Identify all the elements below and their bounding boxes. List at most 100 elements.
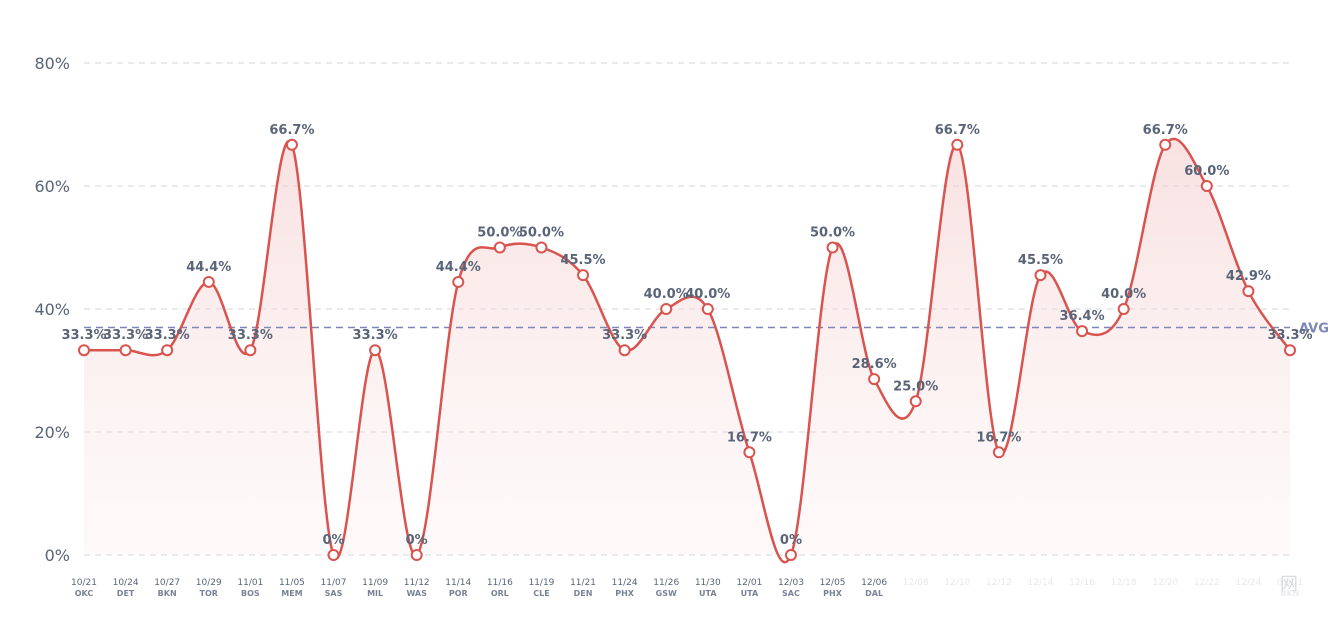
data-point [826, 241, 839, 254]
x-tick-opponent: DET [117, 589, 135, 598]
data-point [369, 344, 382, 357]
data-point [909, 395, 922, 408]
data-label: 0% [322, 533, 344, 548]
x-tick-opponent: SAC [782, 589, 800, 598]
data-point [951, 138, 964, 151]
data-label: 33.3% [353, 328, 398, 343]
x-tick-opponent: MIL [367, 589, 383, 598]
data-point [660, 303, 673, 315]
x-tick-date: 11/24 [612, 578, 638, 588]
x-tick-opponent: DAL [865, 589, 883, 598]
y-tick-label: 60% [34, 177, 70, 196]
x-tick-opponent: CLE [533, 589, 549, 598]
x-tick-opponent: BKN [158, 589, 177, 598]
data-point [1159, 138, 1172, 151]
data-point [119, 344, 132, 357]
x-tick-date: 11/16 [487, 578, 513, 588]
data-point [868, 373, 881, 386]
x-tick-opponent: TOR [200, 589, 218, 598]
data-label: 66.7% [269, 123, 314, 138]
x-tick-opponent: DEN [574, 589, 593, 598]
label-layer: 33.3%33.3%33.3%44.4%33.3%66.7%0%33.3%0%4… [61, 123, 1312, 548]
data-point [410, 549, 423, 561]
data-label: 40.0% [685, 287, 730, 302]
x-tick-opponent: SAS [325, 589, 343, 598]
data-label: 40.0% [644, 287, 689, 302]
x-tick-opponent: ORL [491, 589, 509, 598]
x-tick-date: 12/05 [820, 578, 846, 588]
data-point [452, 275, 465, 288]
data-label: 42.9% [1226, 269, 1271, 284]
data-label: 50.0% [519, 226, 564, 241]
data-label: 36.4% [1060, 309, 1105, 324]
average-label: AVG [1299, 321, 1328, 336]
watermark-layer: 网 [895, 563, 1315, 603]
data-label: 33.3% [602, 328, 647, 343]
data-label: 45.5% [560, 253, 605, 268]
x-tick-date: 10/24 [113, 578, 139, 588]
x-tick-date: 11/07 [321, 578, 347, 588]
data-label: 45.5% [1018, 253, 1063, 268]
x-tick-opponent: POR [449, 589, 468, 598]
data-label: 50.0% [810, 226, 855, 241]
x-tick-date: 11/09 [362, 578, 388, 588]
data-label: 16.7% [976, 430, 1021, 445]
average-layer: AVG [84, 321, 1328, 336]
y-tick-label: 20% [34, 423, 70, 442]
data-label: 66.7% [935, 123, 980, 138]
data-label: 33.3% [228, 328, 273, 343]
x-tick-date: 12/03 [778, 578, 804, 588]
x-tick-date: 10/21 [71, 578, 97, 588]
x-tick-opponent: GSW [656, 589, 677, 598]
data-label: 33.3% [1267, 328, 1312, 343]
data-point [618, 344, 631, 357]
x-tick-date: 10/27 [154, 578, 180, 588]
data-point [1200, 180, 1213, 192]
x-tick-date: 11/21 [570, 578, 596, 588]
data-label: 40.0% [1101, 287, 1146, 302]
data-label: 44.4% [186, 260, 231, 275]
x-tick-date: 11/19 [528, 578, 554, 588]
x-tick-opponent: OKC [75, 589, 94, 598]
data-point [493, 241, 506, 254]
data-point [1034, 269, 1047, 282]
area-fill [84, 138, 1290, 563]
x-tick-opponent: PHX [615, 589, 635, 598]
area-layer [84, 138, 1290, 563]
y-tick-label: 40% [34, 300, 70, 319]
data-point [743, 446, 756, 459]
x-tick-opponent: PHX [823, 589, 843, 598]
x-tick-opponent: UTA [741, 589, 759, 598]
x-tick-opponent: UTA [699, 589, 717, 598]
x-tick-date: 10/29 [196, 578, 222, 588]
data-point [701, 303, 714, 315]
data-point [1242, 285, 1255, 298]
data-point [202, 275, 215, 288]
x-tick-opponent: WAS [406, 589, 427, 598]
data-point [285, 138, 298, 151]
data-point [784, 549, 797, 561]
data-label: 16.7% [727, 430, 772, 445]
x-tick-opponent: BOS [241, 589, 260, 598]
data-point [244, 344, 257, 357]
y-tick-label: 0% [45, 546, 70, 565]
data-label: 0% [780, 533, 802, 548]
data-label: 50.0% [477, 226, 522, 241]
x-tick-date: 11/30 [695, 578, 721, 588]
data-point [327, 549, 340, 561]
data-label: 33.3% [103, 328, 148, 343]
x-tick-date: 11/01 [237, 578, 263, 588]
data-point [78, 344, 90, 357]
watermark-text: 网 [1280, 574, 1298, 595]
x-tick-date: 11/26 [653, 578, 679, 588]
data-point [577, 269, 590, 282]
data-point [1076, 325, 1089, 338]
data-label: 44.4% [436, 260, 481, 275]
data-label: 33.3% [145, 328, 190, 343]
data-label: 60.0% [1184, 164, 1229, 179]
data-label: 0% [406, 533, 428, 548]
x-tick-date: 12/06 [861, 578, 887, 588]
y-tick-label: 80% [34, 54, 70, 73]
data-label: 33.3% [61, 328, 106, 343]
